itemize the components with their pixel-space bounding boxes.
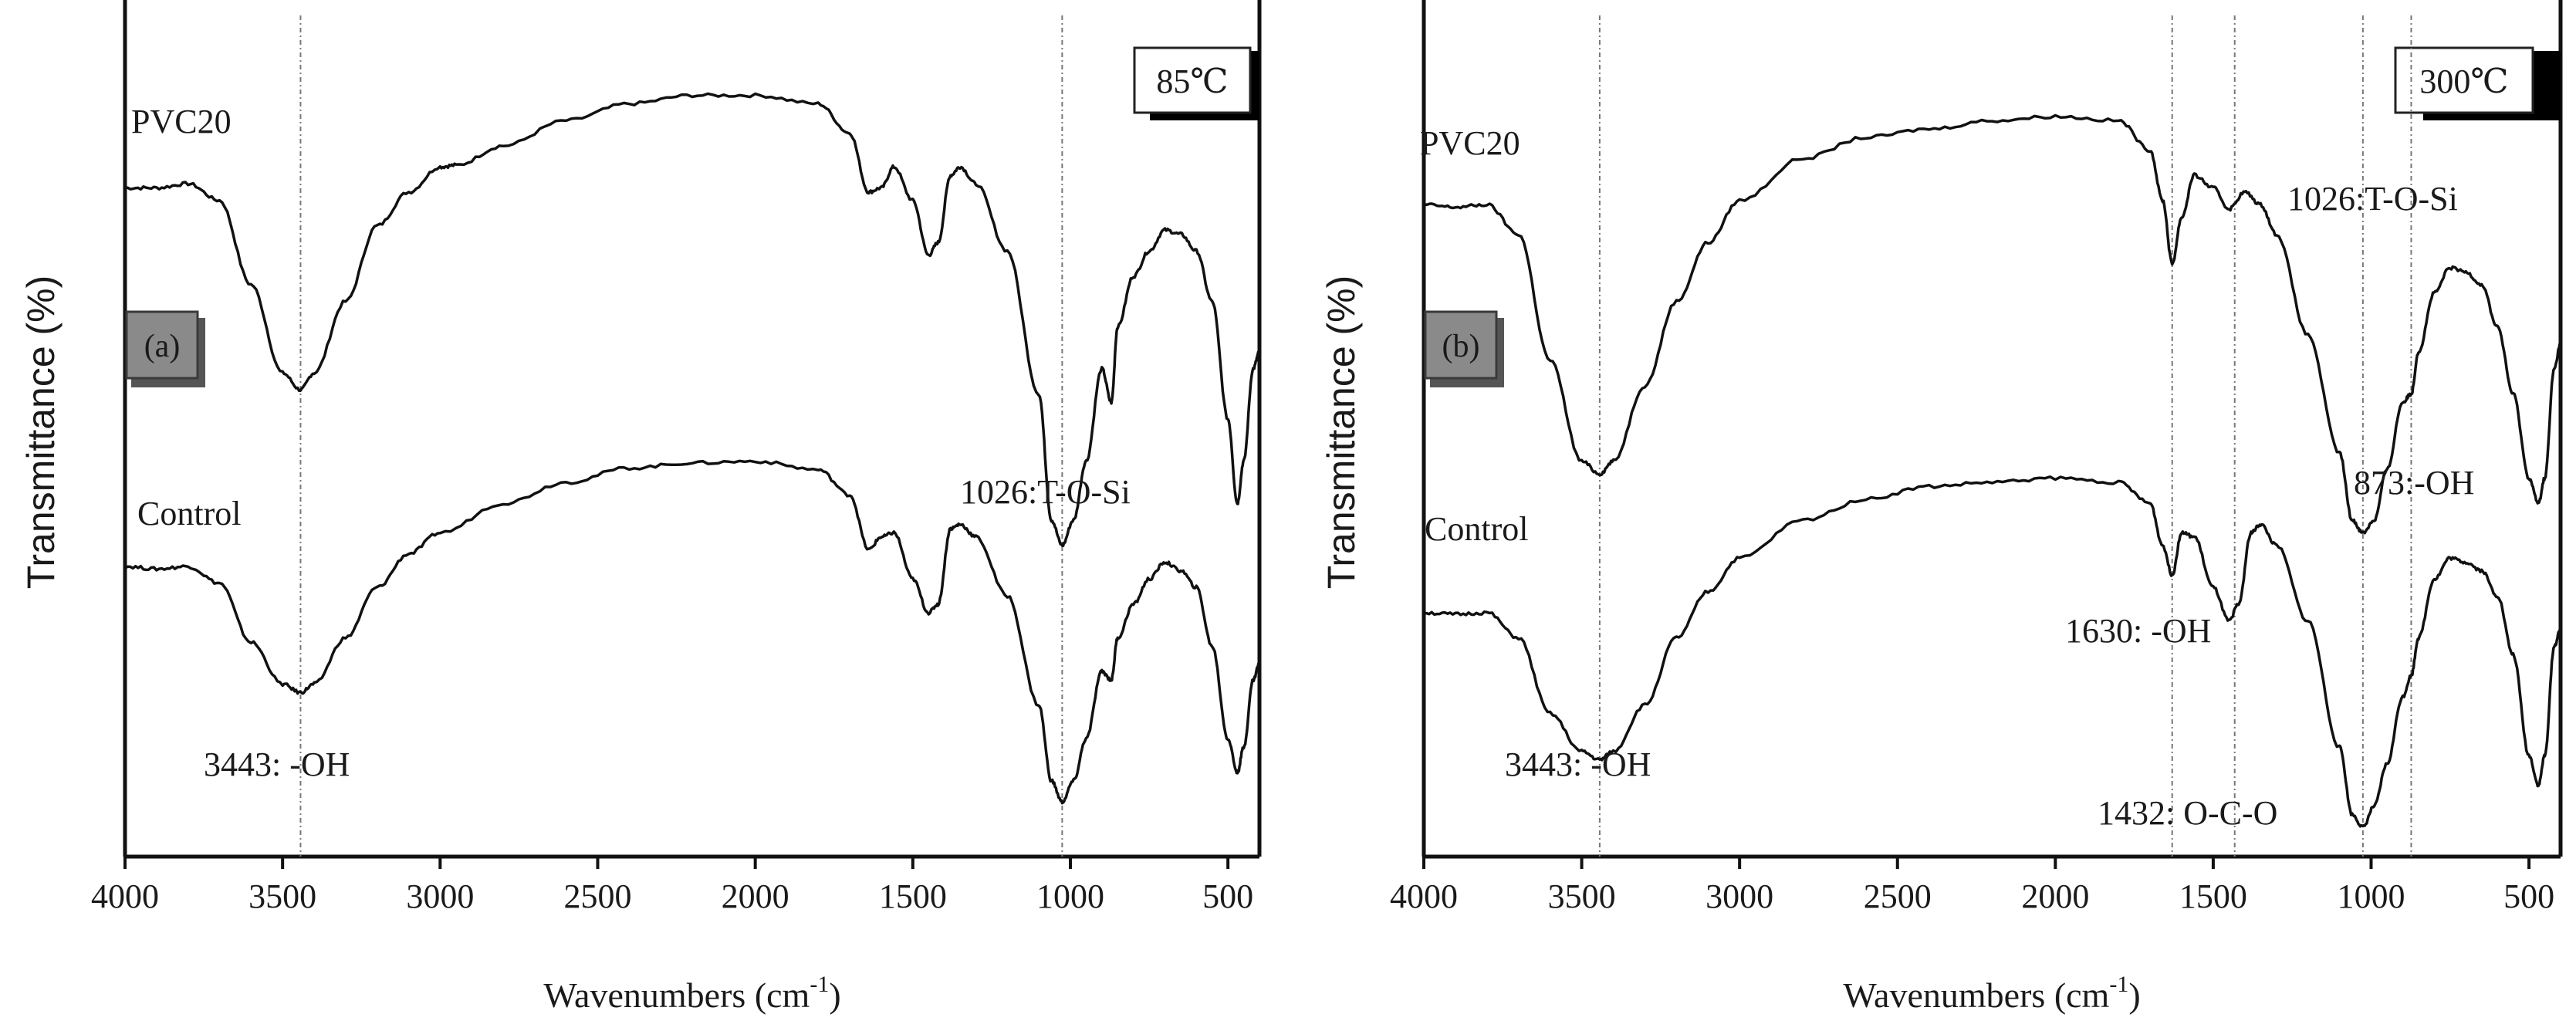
panel-a-x-tick-label-4000: 4000 bbox=[91, 877, 159, 915]
panel-a-annotation-3443: 3443: -OH bbox=[204, 745, 350, 783]
panel-b-y-axis-label: Transmittance (%) bbox=[1320, 275, 1363, 590]
panel-b-series-label-control: Control bbox=[1425, 510, 1528, 548]
panel-a-series-pvc20-line bbox=[124, 92, 1261, 547]
panel-a-badge bbox=[125, 310, 199, 380]
panel-a-series-label-pvc20: PVC20 bbox=[131, 103, 232, 140]
panel-b-temp-box bbox=[2394, 46, 2534, 114]
panel-b-x-tick-label-3500: 3500 bbox=[1548, 877, 1616, 915]
panel-a-temp-box bbox=[1133, 46, 1252, 114]
panel-b-series-label-pvc20: PVC20 bbox=[1420, 124, 1520, 162]
panel-b-annotation-3443: 3443: -OH bbox=[1505, 745, 1651, 783]
panel-b-x-ticks: 4000 3500 3000 2500 2000 1500 1000 500 bbox=[1390, 857, 2554, 915]
panel-b-series bbox=[1423, 113, 2562, 828]
panel-b-reference-lines bbox=[1598, 15, 2412, 857]
panel-a-series-label-control: Control bbox=[137, 495, 241, 532]
panel-a-x-tick-label-2500: 2500 bbox=[564, 877, 632, 915]
panel-a-x-tick-label-3500: 3500 bbox=[248, 877, 316, 915]
panel-a: 85℃ (a) Transmittance (%) 4000 3500 3000 25… bbox=[19, 0, 1262, 1015]
panel-b-x-tick-label-1000: 1000 bbox=[2338, 877, 2405, 915]
panel-a-x-axis-label: Wavenumbers (cm-1) bbox=[543, 972, 840, 1015]
panel-a-temp-label: 85℃ bbox=[1156, 63, 1228, 100]
panel-a-x-tick-label-1500: 1500 bbox=[879, 877, 947, 915]
panel-a-annotation-1026: 1026:T-O-Si bbox=[960, 473, 1131, 511]
panel-b-x-tick-label-500: 500 bbox=[2503, 877, 2554, 915]
panel-a-x-tick-label-2000: 2000 bbox=[722, 877, 789, 915]
panel-a-x-tick-label-1000: 1000 bbox=[1036, 877, 1104, 915]
panel-b-annotation-1026: 1026:T-O-Si bbox=[2287, 180, 2458, 218]
panel-b-series-control-line bbox=[1423, 475, 2562, 828]
panel-b-x-axis-label: Wavenumbers (cm-1) bbox=[1843, 972, 2140, 1015]
panel-b-series-pvc20-line bbox=[1423, 113, 2562, 535]
panel-b-annotation-1630: 1630: -OH bbox=[2065, 612, 2211, 650]
panel-a-x-tick-label-3000: 3000 bbox=[406, 877, 474, 915]
panel-b-badge bbox=[1424, 310, 1498, 380]
panel-a-series bbox=[124, 92, 1261, 805]
panel-b-x-tick-label-2000: 2000 bbox=[2021, 877, 2089, 915]
panel-b-x-tick-label-3000: 3000 bbox=[1706, 877, 1773, 915]
panel-b-temp-label: 300℃ bbox=[2419, 63, 2508, 100]
panel-a-reference-lines bbox=[299, 15, 1063, 857]
panel-b-x-tick-label-1500: 1500 bbox=[2179, 877, 2247, 915]
panel-b-x-tick-label-2500: 2500 bbox=[1864, 877, 1932, 915]
panel-b-badge-label: (b) bbox=[1442, 329, 1480, 364]
panel-a-y-axis-label: Transmittance (%) bbox=[19, 275, 63, 590]
panel-b-annotation-1432: 1432: O-C-O bbox=[2098, 794, 2277, 832]
panel-a-badge-label: (a) bbox=[144, 329, 181, 364]
panel-a-x-ticks: 4000 3500 3000 2500 2000 1500 1000 500 bbox=[91, 857, 1253, 915]
panel-b: 300℃ (b) Transmittance (%) 4000 3500 3000 2… bbox=[1320, 0, 2563, 1015]
panel-a-x-tick-label-500: 500 bbox=[1202, 877, 1253, 915]
panel-b-x-tick-label-4000: 4000 bbox=[1390, 877, 1458, 915]
panel-a-series-control-line bbox=[124, 459, 1261, 805]
panel-b-annotation-873: 873:-OH bbox=[2354, 464, 2474, 502]
